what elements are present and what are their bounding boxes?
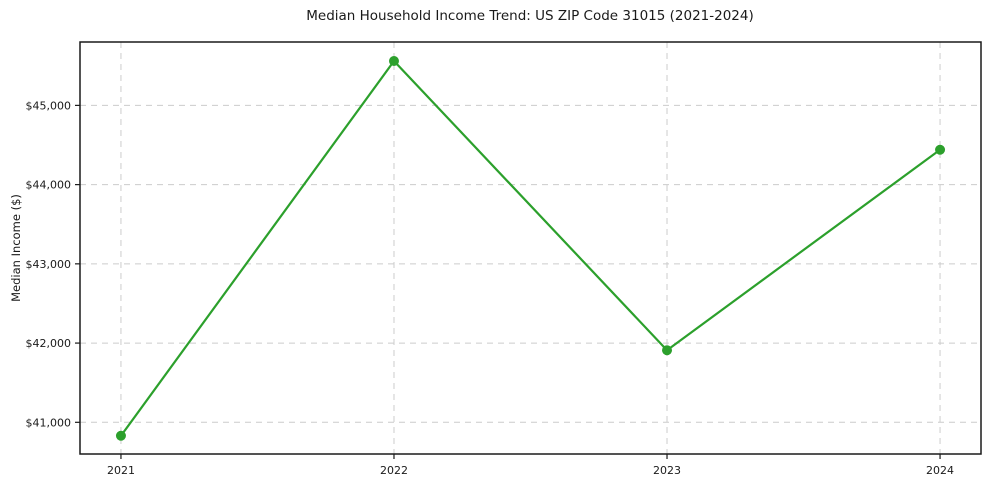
y-tick-label: $42,000 (26, 337, 72, 350)
chart-title: Median Household Income Trend: US ZIP Co… (306, 8, 754, 24)
data-point-marker (935, 144, 946, 155)
x-tick-label: 2023 (653, 464, 681, 477)
y-tick-label: $45,000 (26, 99, 72, 112)
data-point-marker (662, 345, 673, 356)
y-tick-label: $41,000 (26, 416, 72, 429)
axes-box (79, 41, 982, 455)
data-series-line (119, 59, 942, 437)
y-axis-label: Median Income ($) (9, 194, 23, 302)
data-point-marker (115, 430, 126, 441)
x-tick-label: 2024 (926, 464, 954, 477)
y-tick-label: $43,000 (26, 258, 72, 271)
data-point-marker (388, 56, 399, 67)
x-tick-label: 2022 (380, 464, 408, 477)
x-tick-label: 2021 (107, 464, 135, 477)
y-tick-label: $44,000 (26, 179, 72, 192)
